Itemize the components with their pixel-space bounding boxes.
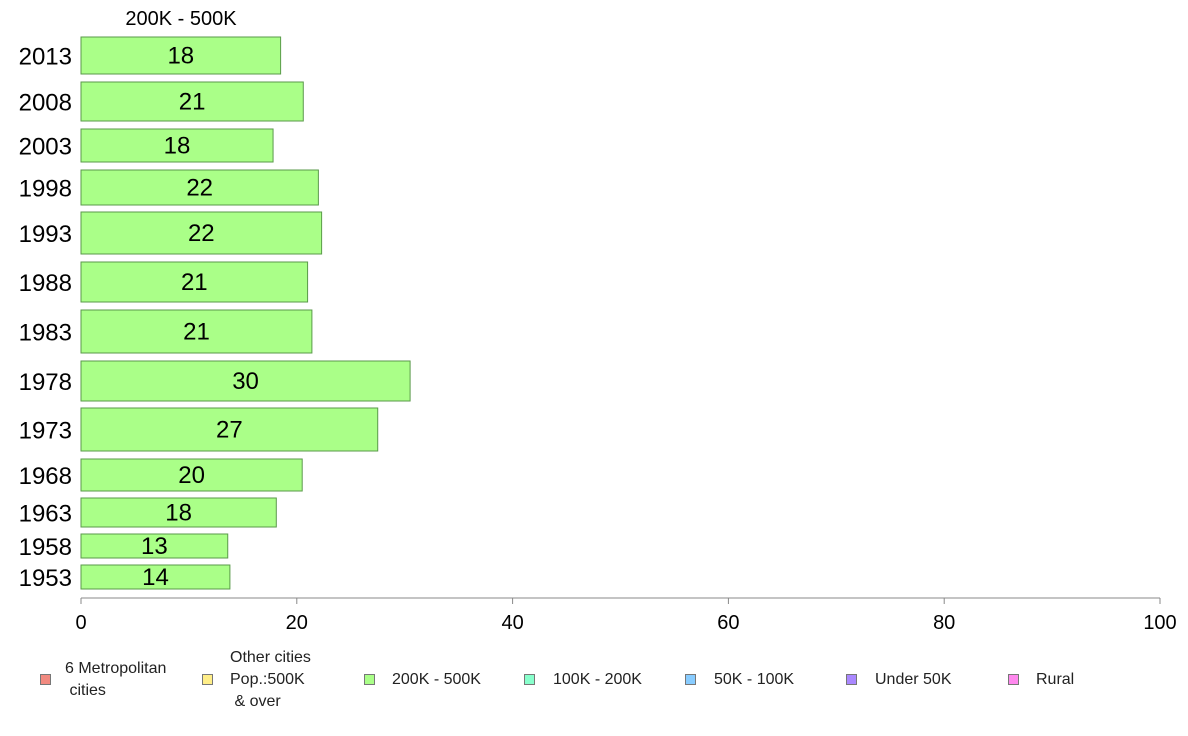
bar-1978 xyxy=(80,360,411,402)
bar-1973 xyxy=(80,407,379,452)
data-label-1973: 27 xyxy=(216,417,243,444)
data-label-1958: 13 xyxy=(141,533,168,560)
y-tick-label-2013: 2013 xyxy=(19,44,72,71)
bar-1968 xyxy=(80,458,303,492)
x-tick-label-20: 20 xyxy=(286,612,308,634)
bar-1993 xyxy=(80,211,323,255)
bar-1953 xyxy=(80,564,231,590)
data-label-2013: 18 xyxy=(167,43,194,70)
bar-1963 xyxy=(80,497,277,528)
y-tick-label-1958: 1958 xyxy=(19,534,72,561)
data-label-1978: 30 xyxy=(232,368,259,395)
data-label-1968: 20 xyxy=(178,462,205,489)
data-label-1983: 21 xyxy=(183,319,210,346)
data-label-2008: 21 xyxy=(179,89,206,116)
bar-1983 xyxy=(80,309,313,354)
y-tick-label-1998: 1998 xyxy=(19,176,72,203)
x-tick-label-100: 100 xyxy=(1143,612,1176,634)
y-tick-label-1978: 1978 xyxy=(19,369,72,396)
data-label-1988: 21 xyxy=(181,269,208,296)
x-tick-label-80: 80 xyxy=(933,612,955,634)
bar-2008 xyxy=(80,81,304,122)
bar-2013 xyxy=(80,36,282,75)
y-tick-label-1983: 1983 xyxy=(19,320,72,347)
y-tick-label-2003: 2003 xyxy=(19,134,72,161)
bar-1988 xyxy=(80,261,309,303)
bar-1958 xyxy=(80,533,229,559)
bar-1998 xyxy=(80,169,319,206)
chart-title: 200K - 500K xyxy=(125,8,237,30)
bar-2003 xyxy=(80,128,274,163)
x-tick-label-40: 40 xyxy=(501,612,523,634)
data-label-1993: 22 xyxy=(188,220,215,247)
y-tick-label-1968: 1968 xyxy=(19,463,72,490)
data-label-1963: 18 xyxy=(165,500,192,527)
y-tick-label-1973: 1973 xyxy=(19,418,72,445)
data-label-2003: 18 xyxy=(164,133,191,160)
x-tick-label-60: 60 xyxy=(717,612,739,634)
y-tick-label-2008: 2008 xyxy=(19,90,72,117)
y-tick-label-1953: 1953 xyxy=(19,565,72,592)
data-label-1998: 22 xyxy=(186,175,213,202)
y-tick-label-1988: 1988 xyxy=(19,270,72,297)
y-tick-label-1993: 1993 xyxy=(19,221,72,248)
y-tick-label-1963: 1963 xyxy=(19,501,72,528)
data-label-1953: 14 xyxy=(142,564,169,591)
x-tick-label-0: 0 xyxy=(75,612,86,634)
